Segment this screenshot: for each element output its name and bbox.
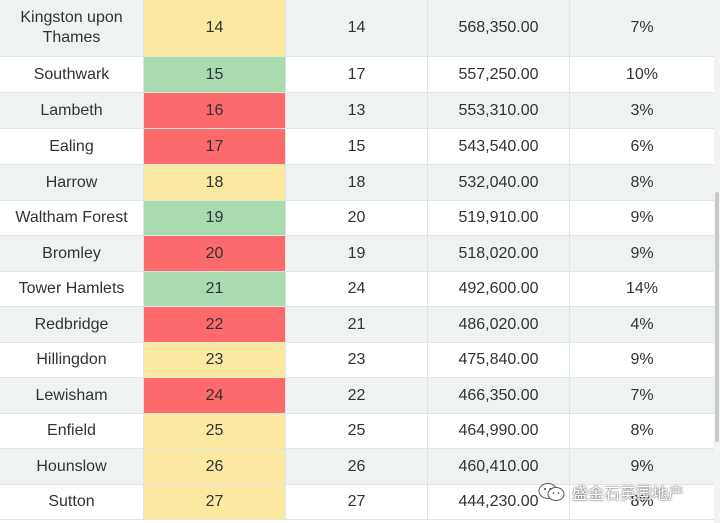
previous-rank: 19 <box>286 236 428 271</box>
borough-name: Redbridge <box>0 307 144 342</box>
previous-rank: 26 <box>286 449 428 484</box>
previous-rank: 15 <box>286 129 428 164</box>
table-row: Sutton 27 27 444,230.00 8% <box>0 485 714 520</box>
current-rank: 21 <box>144 272 286 306</box>
borough-name: Waltham Forest <box>0 201 144 235</box>
scrollbar-thumb[interactable] <box>715 192 719 442</box>
price-change: 7% <box>630 386 654 404</box>
borough-name: Harrow <box>0 165 144 200</box>
vertical-scrollbar[interactable] <box>714 0 720 523</box>
price-change: 6% <box>630 137 654 155</box>
current-rank: 17 <box>144 129 286 164</box>
average-price: 519,910.00 <box>428 201 570 235</box>
borough-name: Sutton <box>0 485 144 519</box>
table-row: Bromley 20 19 518,020.00 9% <box>0 236 714 272</box>
average-price: 444,230.00 <box>428 485 570 519</box>
average-price: 464,990.00 <box>428 414 570 448</box>
average-price: 466,350.00 <box>428 378 570 413</box>
price-change: 8% <box>630 173 654 191</box>
average-price: 518,020.00 <box>428 236 570 271</box>
average-price: 475,840.00 <box>428 343 570 377</box>
price-change: 8% <box>630 422 654 439</box>
current-rank: 16 <box>144 93 286 128</box>
previous-rank: 27 <box>286 485 428 519</box>
previous-rank: 22 <box>286 378 428 413</box>
current-rank: 19 <box>144 201 286 235</box>
table-row: Lewisham 24 22 466,350.00 7% <box>0 378 714 414</box>
wechat-icon <box>538 483 565 501</box>
previous-rank: 14 <box>286 0 428 56</box>
price-change: 3% <box>630 101 654 119</box>
average-price: 553,310.00 <box>428 93 570 128</box>
table-row: Southwark 15 17 557,250.00 10% <box>0 57 714 93</box>
watermark: 盛金石英国地产 <box>538 480 684 504</box>
current-rank: 26 <box>144 449 286 484</box>
average-price: 492,600.00 <box>428 272 570 306</box>
table-row: Kingston upon Thames 14 14 568,350.00 7% <box>0 0 714 57</box>
previous-rank: 17 <box>286 57 428 92</box>
average-price: 568,350.00 <box>428 0 570 56</box>
borough-name: Enfield <box>0 414 144 448</box>
table-row: Tower Hamlets 21 24 492,600.00 14% <box>0 272 714 307</box>
borough-name: Lewisham <box>0 378 144 413</box>
borough-name: Kingston upon Thames <box>0 0 144 56</box>
price-change: 10% <box>625 65 659 83</box>
previous-rank: 25 <box>286 414 428 448</box>
borough-name: Lambeth <box>0 93 144 128</box>
table-row: Hounslow 26 26 460,410.00 9% <box>0 449 714 485</box>
previous-rank: 20 <box>286 201 428 235</box>
price-change: 9% <box>630 209 654 226</box>
table-row: Lambeth 16 13 553,310.00 3% <box>0 93 714 129</box>
borough-name: Hillingdon <box>0 343 144 377</box>
table-row: Ealing 17 15 543,540.00 6% <box>0 129 714 165</box>
current-rank: 15 <box>144 57 286 92</box>
previous-rank: 13 <box>286 93 428 128</box>
price-change: 9% <box>630 244 654 262</box>
price-change: 9% <box>630 457 654 475</box>
price-change: 14% <box>625 280 659 297</box>
average-price: 543,540.00 <box>428 129 570 164</box>
current-rank: 20 <box>144 236 286 271</box>
borough-name: Hounslow <box>0 449 144 484</box>
table-row: Harrow 18 18 532,040.00 8% <box>0 165 714 201</box>
average-price: 460,410.00 <box>428 449 570 484</box>
borough-name: Bromley <box>0 236 144 271</box>
previous-rank: 21 <box>286 307 428 342</box>
current-rank: 22 <box>144 307 286 342</box>
table-row: Waltham Forest 19 20 519,910.00 9% <box>0 201 714 236</box>
average-price: 532,040.00 <box>428 165 570 200</box>
current-rank: 23 <box>144 343 286 377</box>
table-row: Redbridge 22 21 486,020.00 4% <box>0 307 714 343</box>
average-price: 557,250.00 <box>428 57 570 92</box>
borough-name: Tower Hamlets <box>0 272 144 306</box>
average-price: 486,020.00 <box>428 307 570 342</box>
current-rank: 24 <box>144 378 286 413</box>
current-rank: 27 <box>144 485 286 519</box>
table-row: Enfield 25 25 464,990.00 8% <box>0 414 714 449</box>
borough-name: Southwark <box>0 57 144 92</box>
watermark-text: 盛金石英国地产 <box>572 486 685 503</box>
price-change: 8% <box>630 493 654 510</box>
previous-rank: 18 <box>286 165 428 200</box>
previous-rank: 24 <box>286 272 428 306</box>
current-rank: 18 <box>144 165 286 200</box>
table-row: Hillingdon 23 23 475,840.00 9% <box>0 343 714 378</box>
current-rank: 25 <box>144 414 286 448</box>
borough-name: Ealing <box>0 129 144 164</box>
previous-rank: 23 <box>286 343 428 377</box>
current-rank: 14 <box>144 0 286 56</box>
price-change: 7% <box>630 19 654 36</box>
price-change: 9% <box>630 351 654 368</box>
price-change: 4% <box>630 315 654 333</box>
